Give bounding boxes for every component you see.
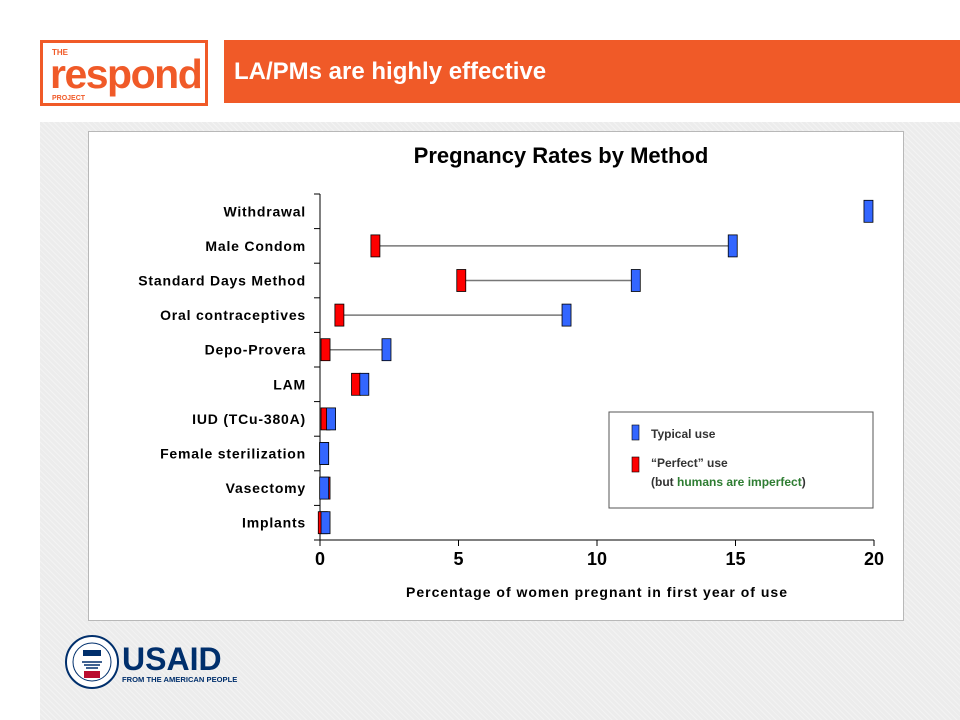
x-tick-label: 5 xyxy=(453,549,463,569)
legend-note-suffix: ) xyxy=(802,475,806,489)
category-label: Withdrawal xyxy=(223,203,306,219)
x-tick-label: 20 xyxy=(864,549,884,569)
perfect-use-marker xyxy=(456,269,467,292)
typical-use-marker xyxy=(359,372,370,396)
category-label: LAM xyxy=(273,376,306,392)
legend-note-highlight: humans are imperfect xyxy=(677,475,802,489)
typical-use-marker xyxy=(630,269,641,292)
perfect-use-marker xyxy=(334,303,345,327)
category-label: Depo-Provera xyxy=(205,342,306,358)
logo-project-text: PROJECT xyxy=(52,95,86,102)
usaid-seal-top xyxy=(83,650,101,656)
typical-use-marker xyxy=(381,338,392,362)
chart-container: Pregnancy Rates by Method 0 5 10 15 20 Percent… xyxy=(88,131,904,621)
respond-project-logo: THE respond PROJECT xyxy=(40,40,208,106)
perfect-use-marker xyxy=(370,234,381,258)
category-label: Implants xyxy=(242,515,306,531)
chart-legend xyxy=(608,411,874,509)
perfect-use-marker xyxy=(320,338,331,362)
x-axis-label: Percentage of women pregnant in first ye… xyxy=(406,584,788,600)
category-label: Vasectomy xyxy=(226,480,306,496)
logo-wordmark: respond xyxy=(50,51,203,97)
legend-typical-swatch xyxy=(631,424,640,441)
chart-title: Pregnancy Rates by Method xyxy=(414,143,709,168)
logo-the-text: THE xyxy=(52,48,68,57)
usaid-wordmark: USAID xyxy=(122,641,222,677)
category-label: Oral contraceptives xyxy=(160,307,306,323)
category-label: Standard Days Method xyxy=(138,273,306,289)
perfect-use-marker xyxy=(351,372,361,396)
x-tick-label: 15 xyxy=(725,549,745,569)
typical-use-marker xyxy=(320,511,331,535)
usaid-logo: USAID FROM THE AMERICAN PEOPLE xyxy=(65,635,237,689)
legend-perfect-swatch xyxy=(631,456,640,473)
typical-use-marker xyxy=(319,476,330,500)
category-label: IUD (TCu-380A) xyxy=(192,411,306,427)
header-bar: LA/PMs are highly effective xyxy=(224,40,960,103)
legend-typical-label: Typical use xyxy=(651,427,716,441)
typical-use-marker xyxy=(727,234,738,258)
usaid-seal-stripes xyxy=(84,671,100,678)
x-tick-label: 0 xyxy=(315,549,325,569)
typical-use-marker xyxy=(561,303,572,327)
category-label: Female sterilization xyxy=(160,446,306,462)
slide-title: LA/PMs are highly effective xyxy=(234,58,547,85)
x-tick-label: 10 xyxy=(587,549,607,569)
legend-note-prefix: (but xyxy=(651,475,677,489)
typical-use-marker xyxy=(863,199,874,223)
category-label: Male Condom xyxy=(205,238,306,254)
typical-use-marker xyxy=(326,407,336,431)
legend-perfect-label: “Perfect” use xyxy=(651,456,728,470)
pregnancy-rates-chart: Pregnancy Rates by Method 0 5 10 15 20 Percent… xyxy=(138,143,884,600)
legend-note: (but humans are imperfect) xyxy=(651,475,806,489)
usaid-tagline: FROM THE AMERICAN PEOPLE xyxy=(122,675,237,684)
usaid-seal-hands-icon xyxy=(82,661,102,669)
typical-use-marker xyxy=(319,442,330,465)
